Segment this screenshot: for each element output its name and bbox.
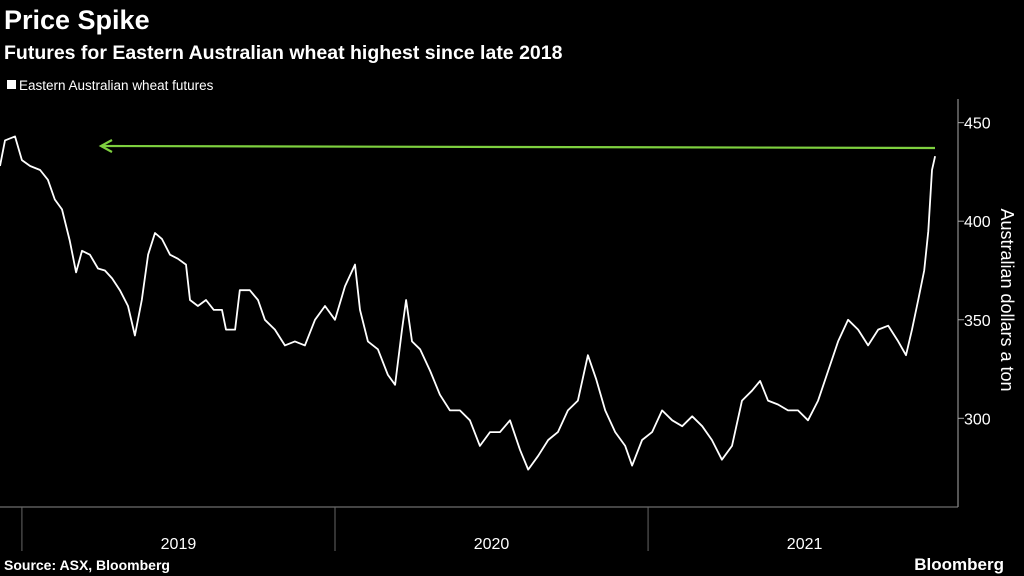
arrow-head bbox=[98, 139, 113, 153]
y-axis-label: Australian dollars a ton bbox=[997, 208, 1017, 391]
arrow-line bbox=[101, 144, 936, 150]
x-tick-label: 2019 bbox=[161, 536, 197, 553]
chart-subtitle: Futures for Eastern Australian wheat hig… bbox=[4, 42, 563, 64]
y-tick-label: 350 bbox=[964, 313, 991, 330]
brand: Bloomberg bbox=[914, 555, 1004, 574]
x-tick-label: 2020 bbox=[474, 536, 510, 553]
legend-label: Eastern Australian wheat futures bbox=[19, 78, 214, 93]
chart-title: Price Spike bbox=[4, 5, 150, 35]
legend-swatch bbox=[7, 80, 16, 89]
arrow-annotation bbox=[98, 139, 936, 153]
y-tick-label: 450 bbox=[964, 116, 991, 133]
y-tick-label: 300 bbox=[964, 411, 991, 428]
x-tick-label: 2021 bbox=[787, 536, 823, 553]
y-tick-label: 400 bbox=[964, 214, 991, 231]
data-line bbox=[0, 135, 936, 471]
source: Source: ASX, Bloomberg bbox=[4, 557, 170, 573]
